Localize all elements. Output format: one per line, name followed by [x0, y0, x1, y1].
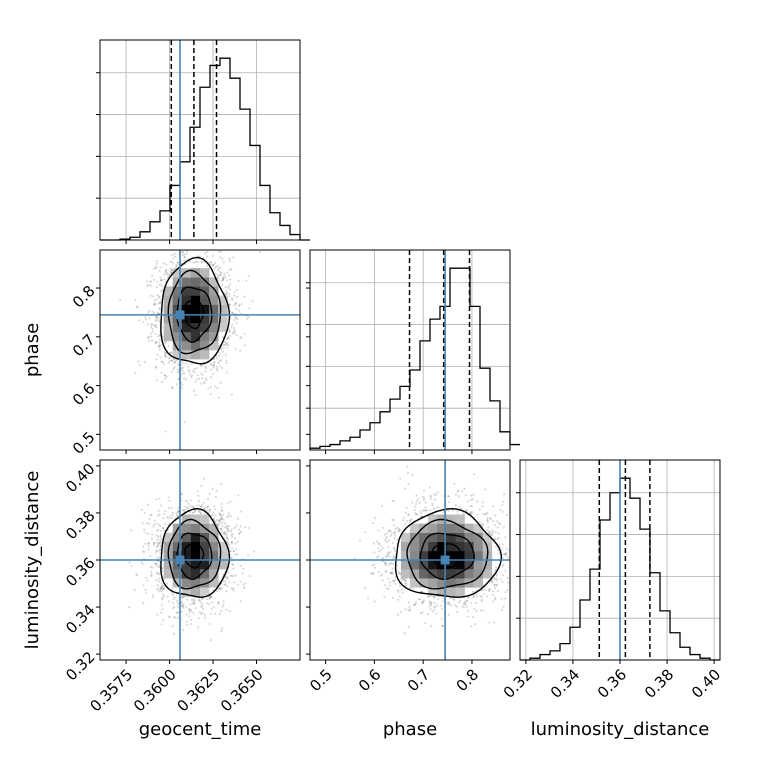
y-tick-label: 0.40: [62, 460, 98, 496]
hist-panel-frame: [309, 249, 511, 451]
panel-2d-geocent_time-phase: [99, 249, 301, 451]
x-axis-label-luminosity_distance: luminosity_distance: [531, 719, 710, 740]
y-tick-label: 0.8: [69, 282, 99, 312]
density-grid: [163, 514, 228, 597]
x-tick-label: 0.40: [688, 666, 724, 702]
truth-marker: [440, 555, 450, 565]
x-tick-label: 0.6: [355, 666, 385, 696]
y-tick-label: 0.7: [69, 331, 99, 361]
contour-level-0: [184, 543, 205, 569]
panel-content: [100, 460, 300, 660]
panel-frame: [99, 249, 301, 451]
hist-panel-luminosity_distance: [516, 459, 721, 661]
contour-level-3: [394, 507, 502, 598]
x-tick-label: 0.3575: [86, 666, 136, 716]
truth-marker: [175, 310, 185, 320]
hist-panel-frame: [99, 39, 301, 241]
y-tick-label: 0.5: [69, 428, 99, 458]
truth-marker: [175, 555, 185, 565]
contour-level-3: [160, 256, 231, 365]
y-axis-phase: 0.5 0.6 0.7 0.8 phase: [22, 282, 100, 458]
panel-2d-geocent_time-luminosity_distance: [99, 459, 301, 661]
y-tick-label: 0.38: [62, 507, 98, 543]
x-tick-label: 0.7: [404, 666, 434, 696]
contour-level-0: [184, 298, 205, 330]
panel-2d-phase-luminosity_distance: [309, 459, 511, 661]
x-tick-label: 0.3625: [173, 666, 223, 716]
panel-content: [310, 460, 510, 660]
x-axis-luminosity_distance: 0.32 0.34 0.36 0.38 0.40 luminosity_distance: [500, 660, 724, 740]
y-tick-label: 0.34: [62, 601, 98, 637]
y-tick-label: 0.32: [62, 648, 98, 684]
hist-panel-bg: [100, 40, 300, 240]
contour-level-1: [176, 532, 213, 581]
hist-panel-phase: [306, 249, 520, 451]
y-tick-label: 0.6: [69, 379, 99, 409]
x-tick-label: 0.5: [306, 666, 336, 696]
y-axis-label-luminosity_distance: luminosity_distance: [22, 471, 43, 650]
x-tick-label: 0.38: [641, 666, 677, 702]
x-tick-label: 0.32: [500, 666, 536, 702]
y-axis-label-phase: phase: [22, 323, 43, 377]
contour-level-2: [406, 518, 489, 590]
histogram-step-geocent_time: [100, 57, 310, 241]
panel-content: [100, 250, 300, 450]
contour-level-2: [167, 269, 222, 355]
y-tick-label: 0.36: [62, 554, 98, 590]
x-tick-label: 0.8: [453, 666, 483, 696]
contour-level-0: [431, 543, 463, 569]
y-axis-luminosity_distance: 0.32 0.34 0.36 0.38 0.40 luminosity_distance: [22, 460, 100, 684]
contour-level-3: [160, 507, 231, 598]
x-axis-label-geocent_time: geocent_time: [139, 719, 262, 740]
x-tick-label: 0.3650: [217, 666, 267, 716]
x-tick-label: 0.36: [594, 666, 630, 702]
contour-level-2: [167, 518, 222, 590]
x-tick-label: 0.34: [547, 666, 583, 702]
contour-level-1: [419, 532, 475, 581]
hist-panel-geocent_time: [96, 39, 310, 241]
x-tick-label: 0.3600: [130, 666, 180, 716]
x-axis-label-phase: phase: [383, 719, 437, 740]
